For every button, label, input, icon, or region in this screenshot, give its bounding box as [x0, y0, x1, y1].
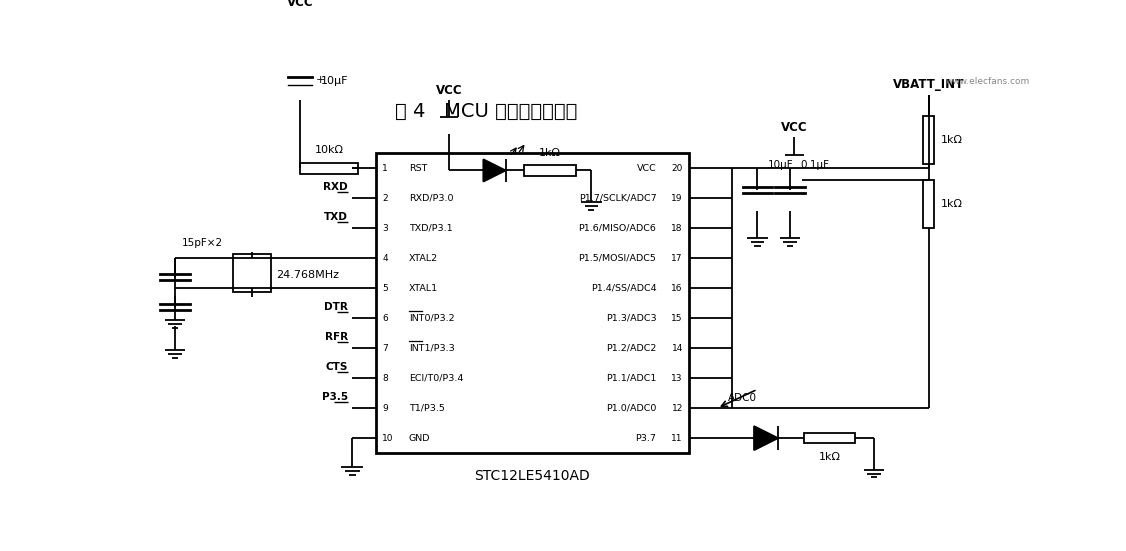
Text: VCC: VCC	[636, 164, 656, 173]
Text: 8: 8	[382, 374, 388, 383]
Text: 1: 1	[382, 164, 388, 173]
Text: P1.5/MOSI/ADC5: P1.5/MOSI/ADC5	[579, 254, 656, 263]
Text: 15pF×2: 15pF×2	[181, 238, 223, 248]
Text: RXD: RXD	[323, 182, 348, 192]
Text: VCC: VCC	[436, 84, 463, 97]
Text: VCC: VCC	[781, 121, 807, 134]
Text: STC12LE5410AD: STC12LE5410AD	[474, 468, 590, 483]
Text: www.elecfans.com: www.elecfans.com	[946, 77, 1030, 85]
Text: VCC: VCC	[287, 0, 313, 9]
Text: 9: 9	[382, 404, 388, 413]
Text: 12: 12	[671, 404, 683, 413]
Text: 14: 14	[671, 344, 683, 353]
Text: 0.1μF: 0.1μF	[801, 160, 829, 170]
Bar	[525, 165, 575, 176]
Text: ECI/T0/P3.4: ECI/T0/P3.4	[409, 374, 463, 383]
Text: XTAL1: XTAL1	[409, 284, 438, 293]
Polygon shape	[754, 426, 778, 450]
Text: 1kΩ: 1kΩ	[539, 148, 561, 158]
Text: P1.3/ADC3: P1.3/ADC3	[606, 314, 656, 323]
Bar	[376, 153, 689, 453]
Text: +: +	[315, 75, 324, 85]
Text: 19: 19	[671, 194, 683, 203]
Text: 10: 10	[382, 434, 394, 442]
Text: P1.0/ADC0: P1.0/ADC0	[606, 404, 656, 413]
Text: 4: 4	[382, 254, 387, 263]
Text: TXD/P3.1: TXD/P3.1	[409, 224, 453, 233]
Text: ADC0: ADC0	[729, 393, 758, 403]
Text: 15: 15	[671, 314, 683, 323]
Text: 11: 11	[671, 434, 683, 442]
Text: T1/P3.5: T1/P3.5	[409, 404, 445, 413]
Text: 20: 20	[671, 164, 683, 173]
Text: 18: 18	[671, 224, 683, 233]
Text: P1.7/SCLK/ADC7: P1.7/SCLK/ADC7	[579, 194, 656, 203]
Text: 13: 13	[671, 374, 683, 383]
Text: 3: 3	[382, 224, 388, 233]
Text: XTAL2: XTAL2	[409, 254, 438, 263]
Text: TXD: TXD	[324, 212, 348, 222]
Text: P1.4/SS/ADC4: P1.4/SS/ADC4	[591, 284, 656, 293]
Bar	[923, 116, 935, 164]
Text: P1.2/ADC2: P1.2/ADC2	[606, 344, 656, 353]
Text: 10μF: 10μF	[768, 160, 794, 170]
Text: 10μF: 10μF	[321, 76, 348, 86]
Text: 1kΩ: 1kΩ	[940, 199, 963, 209]
Text: P1.1/ADC1: P1.1/ADC1	[606, 374, 656, 383]
Text: GND: GND	[409, 434, 430, 442]
Text: VBATT_INT: VBATT_INT	[893, 78, 964, 91]
Text: 7: 7	[382, 344, 388, 353]
Text: 5: 5	[382, 284, 388, 293]
Text: 6: 6	[382, 314, 388, 323]
Text: 2: 2	[382, 194, 387, 203]
Text: 17: 17	[671, 254, 683, 263]
Text: P3.5: P3.5	[322, 392, 348, 402]
Text: 10kΩ: 10kΩ	[314, 144, 343, 155]
Text: 图 4   MCU 及外围模块电路: 图 4 MCU 及外围模块电路	[394, 102, 577, 121]
Text: CTS: CTS	[325, 362, 348, 372]
Bar	[923, 180, 935, 228]
Text: 16: 16	[671, 284, 683, 293]
Text: 24.768MHz: 24.768MHz	[276, 270, 339, 280]
Text: P3.7: P3.7	[635, 434, 656, 442]
Polygon shape	[483, 159, 506, 182]
Text: RXD/P3.0: RXD/P3.0	[409, 194, 454, 203]
Text: RFR: RFR	[325, 332, 348, 342]
Bar	[804, 433, 855, 444]
Text: INT1/P3.3: INT1/P3.3	[409, 344, 455, 353]
Bar	[233, 255, 271, 292]
Text: INT0/P3.2: INT0/P3.2	[409, 314, 455, 323]
Text: DTR: DTR	[324, 302, 348, 312]
Text: P1.6/MISO/ADC6: P1.6/MISO/ADC6	[579, 224, 656, 233]
Text: 1kΩ: 1kΩ	[940, 136, 963, 145]
Text: 1kΩ: 1kΩ	[819, 452, 840, 462]
Bar	[300, 163, 358, 174]
Text: RST: RST	[409, 164, 427, 173]
